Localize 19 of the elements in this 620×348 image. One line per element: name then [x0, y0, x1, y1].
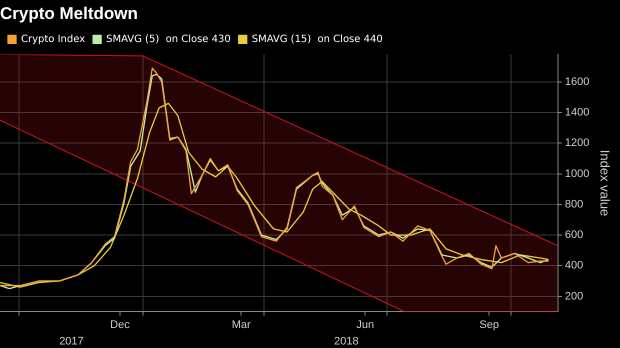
- y-tick-label: 800: [564, 198, 584, 210]
- x-tick-label: Jun: [356, 319, 374, 332]
- y-tick-label: 600: [564, 229, 584, 242]
- y-tick-label: 1200: [564, 137, 590, 150]
- x2-tick-label: 2017: [59, 335, 84, 348]
- x-tick-label: Sep: [479, 319, 499, 332]
- y-tick-label: 1000: [564, 168, 590, 180]
- x-tick-label: Dec: [110, 319, 130, 332]
- x-tick-label: Mar: [232, 319, 252, 332]
- y-tick-label: 200: [564, 290, 584, 302]
- y-tick-label: 400: [564, 260, 584, 272]
- legend-label: Crypto Index: [21, 34, 86, 45]
- legend-label: SMAVG (5) on Close 430: [106, 34, 231, 45]
- legend-label: SMAVG (15) on Close 440: [252, 34, 383, 45]
- y-tick-label: 1600: [564, 76, 590, 88]
- y-axis-title: Index value: [598, 150, 613, 216]
- y-tick-label: 1400: [564, 106, 590, 119]
- chart-title: Crypto Meltdown: [0, 4, 138, 23]
- x2-tick-label: 2018: [334, 335, 359, 348]
